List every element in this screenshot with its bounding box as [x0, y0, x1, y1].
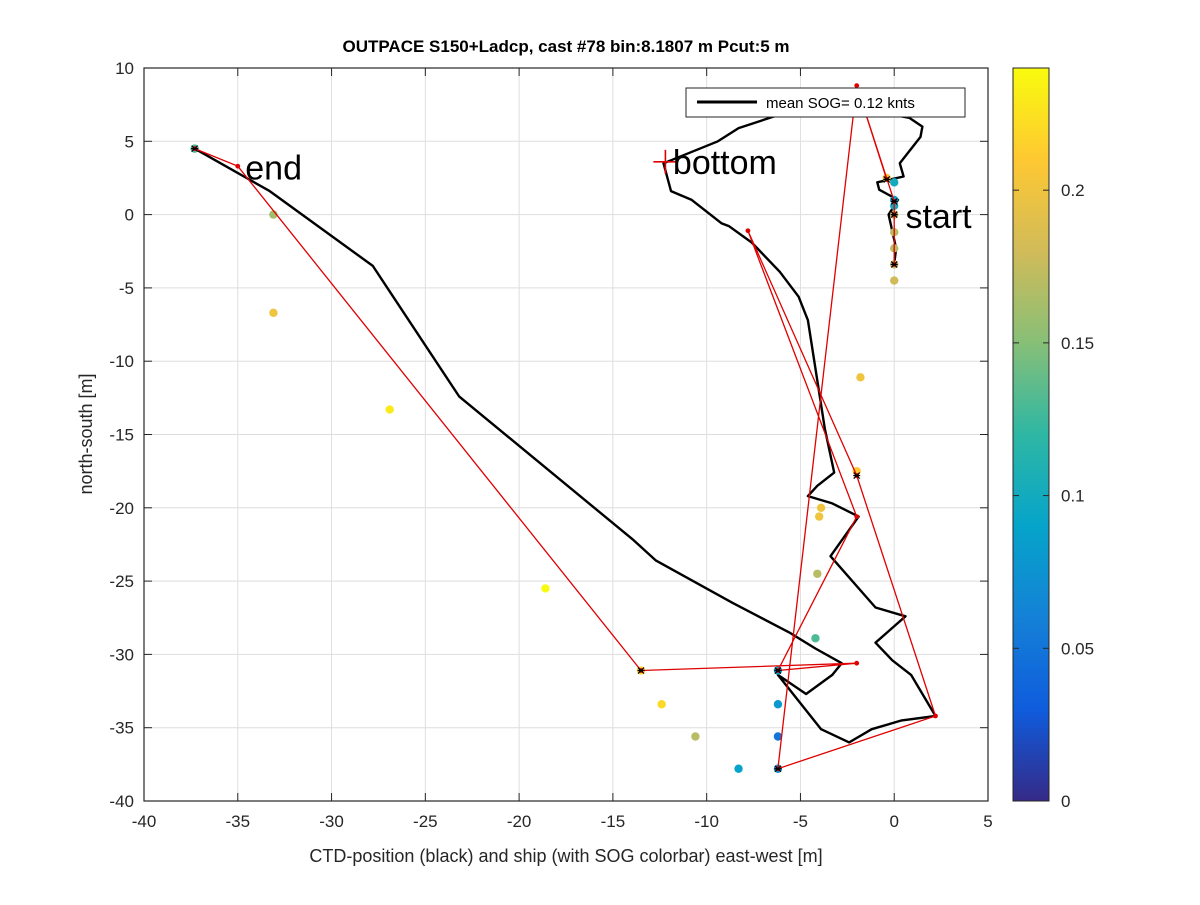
sog-point [734, 764, 743, 773]
ship-track-point [854, 660, 860, 666]
colorbar-tick-label: 0.2 [1061, 181, 1085, 200]
x-tick-label: -40 [132, 812, 157, 831]
ctd-track-line [194, 103, 937, 744]
colorbar: 0 0.05 0.1 0.15 0.2 [1012, 67, 1094, 811]
ship-track-point [745, 228, 751, 234]
ctd-station-marker [890, 197, 898, 205]
colorbar-tick-label: 0 [1061, 792, 1070, 811]
ctd-station-marker [774, 667, 782, 674]
data-layer [190, 83, 938, 773]
sog-point [813, 569, 822, 578]
x-tick-label: -35 [225, 812, 250, 831]
ctd-station-marker [774, 765, 782, 773]
x-tick-label: -25 [413, 812, 438, 831]
y-tick-label: -30 [109, 645, 134, 664]
x-tick-label: -15 [601, 812, 626, 831]
y-tick-label: 10 [115, 59, 134, 78]
bottom-marker [653, 149, 678, 174]
sog-point [773, 732, 783, 741]
ctd-station-marker [637, 667, 645, 674]
x-tick-label: 5 [983, 812, 992, 831]
colorbar-tick-label: 0.1 [1061, 487, 1085, 506]
ctd-station-marker [890, 211, 898, 219]
y-tick-label: -25 [109, 572, 134, 591]
sog-point [269, 308, 278, 318]
x-tick-label: -30 [319, 812, 344, 831]
x-tick-label: -20 [507, 812, 532, 831]
ship-track-points [191, 83, 938, 773]
ctd-station-marker [883, 175, 891, 183]
colorbar-tick-label: 0.15 [1061, 334, 1094, 353]
y-tick-label: -5 [119, 279, 134, 298]
y-tick-label: -15 [109, 426, 134, 445]
gridlines [144, 68, 988, 801]
ship-track-line [194, 85, 937, 770]
annotation-bottom: bottom [673, 144, 777, 182]
annotation-end: end [245, 150, 302, 188]
x-axis-label: CTD-position (black) and ship (with SOG … [309, 846, 822, 866]
ctd-station-marker [890, 261, 898, 268]
ship-track-point [854, 514, 860, 519]
y-axis-label: north-south [m] [76, 373, 96, 494]
sog-point [385, 405, 394, 414]
sog-point [856, 373, 865, 382]
sog-point [657, 700, 666, 709]
x-tick-label: -5 [793, 812, 808, 831]
colorbar-gradient [1012, 67, 1050, 802]
chart-title: OUTPACE S150+Ladcp, cast #78 bin:8.1807 … [342, 37, 789, 56]
x-tick-label: -10 [694, 812, 719, 831]
ship-track-point [933, 713, 938, 719]
annotations: end bottom start [245, 144, 972, 236]
sog-point [811, 634, 820, 643]
y-tick-label: -10 [109, 352, 134, 371]
sog-point [890, 276, 899, 285]
ctd-station-marker [853, 472, 861, 479]
axes: -40 -35 -30 -25 -20 -15 -10 -5 0 5 -40 -35 -30 -25 -20… [109, 59, 992, 831]
y-tick-label: -20 [109, 499, 134, 518]
sog-point [816, 503, 826, 512]
annotation-start: start [905, 198, 972, 236]
sog-point [691, 732, 700, 741]
legend: mean SOG= 0.12 knts [685, 87, 966, 118]
ctd-station-marker [191, 145, 199, 153]
x-tick-label: 0 [889, 812, 898, 831]
sog-point [541, 584, 550, 593]
colorbar-tick-label: 0.05 [1061, 639, 1094, 658]
ship-track-point [854, 83, 860, 88]
y-tick-label: 0 [125, 206, 134, 225]
sog-point [890, 178, 899, 187]
ship-track-point [235, 163, 241, 169]
legend-label: mean SOG= 0.12 knts [766, 95, 915, 112]
sog-point [815, 512, 824, 521]
y-tick-label: 5 [125, 132, 134, 151]
y-tick-label: -40 [109, 792, 134, 811]
y-tick-label: -35 [109, 719, 134, 738]
sog-point [773, 700, 783, 709]
